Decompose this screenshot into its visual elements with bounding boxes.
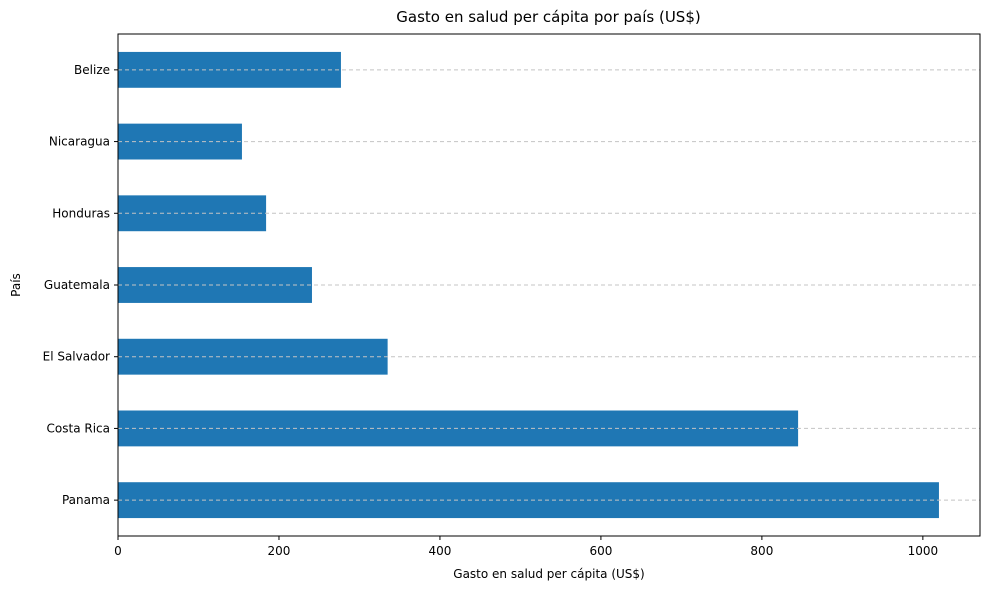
y-tick-label-costa-rica: Costa Rica: [47, 421, 110, 435]
y-tick-label-belize: Belize: [74, 63, 110, 77]
y-tick-label-panama: Panama: [62, 493, 110, 507]
x-axis-label: Gasto en salud per cápita (US$): [453, 567, 644, 581]
y-tick-label-el-salvador: El Salvador: [43, 350, 110, 364]
bars: [118, 51, 939, 519]
bar-nicaragua: [118, 123, 242, 160]
y-tick-label-guatemala: Guatemala: [44, 278, 110, 292]
x-tick-label-1000: 1000: [908, 544, 939, 558]
bar-costa-rica: [118, 410, 799, 447]
chart-title: Gasto en salud per cápita por país (US$): [396, 8, 700, 26]
x-tick-label-0: 0: [114, 544, 122, 558]
y-axis: Panama Costa Rica El Salvador Guatemala Hond…: [43, 63, 118, 507]
gridlines: [118, 69, 980, 501]
x-tick-label-200: 200: [268, 544, 291, 558]
y-tick-label-nicaragua: Nicaragua: [49, 135, 110, 149]
bar-panama: [118, 482, 939, 519]
x-tick-label-400: 400: [428, 544, 451, 558]
y-axis-label: País: [9, 273, 23, 297]
y-tick-label-honduras: Honduras: [52, 206, 110, 220]
x-tick-label-800: 800: [750, 544, 773, 558]
x-tick-label-600: 600: [589, 544, 612, 558]
x-axis: 0 200 400 600 800 1000: [114, 536, 938, 558]
